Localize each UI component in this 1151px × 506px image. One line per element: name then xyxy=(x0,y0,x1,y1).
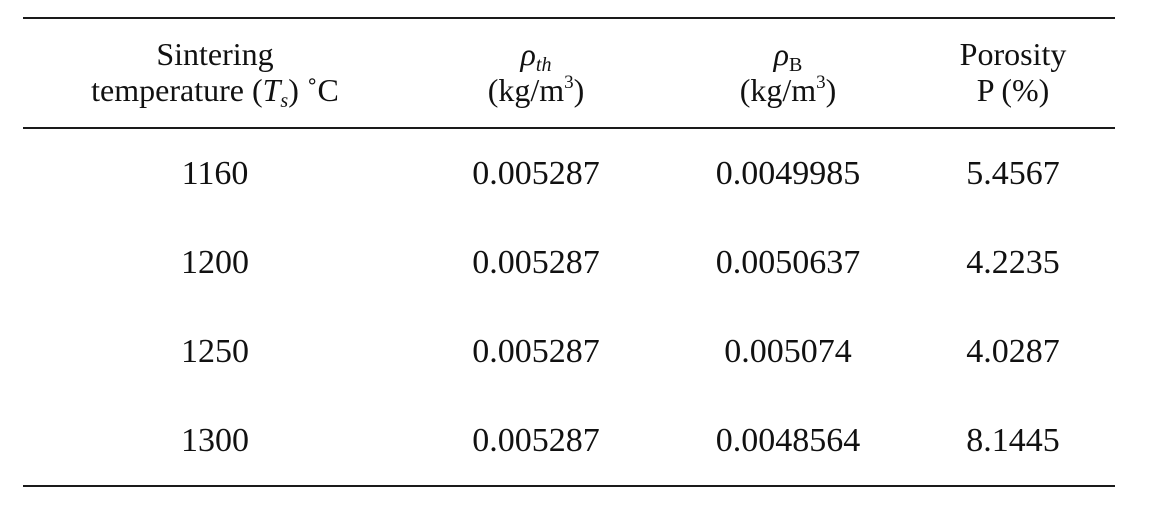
header-col3-unit-post: ) xyxy=(825,72,837,108)
header-col3-unit-sup: 3 xyxy=(816,72,826,93)
cell-rho-b: 0.0049985 xyxy=(715,154,861,192)
header-col4-line1: Porosity xyxy=(959,36,1067,73)
table-row: 1250 0.005287 0.005074 4.0287 xyxy=(23,307,1115,396)
cell-temperature: 1250 xyxy=(181,332,249,370)
cell-rho-th: 0.005287 xyxy=(472,332,600,370)
table-row: 1300 0.005287 0.0048564 8.1445 xyxy=(23,396,1115,485)
header-rho-b: ρB (kg/m3) xyxy=(665,36,911,109)
table-row: 1200 0.005287 0.0050637 4.2235 xyxy=(23,218,1115,307)
cell-rho-b: 0.005074 xyxy=(724,332,852,370)
data-table: Sintering temperature (Ts) ˚C ρth (kg/m3… xyxy=(23,17,1115,487)
cell-rho-th: 0.005287 xyxy=(472,154,600,192)
header-col2-symbol: ρ xyxy=(520,36,536,73)
header-porosity: Porosity P (%) xyxy=(911,36,1115,109)
header-col2-unit-post: ) xyxy=(573,72,585,108)
header-col3-unit-pre: (kg/m xyxy=(739,72,817,108)
header-col3-subscript: B xyxy=(789,54,803,77)
bottom-rule xyxy=(23,485,1115,487)
header-col1-line2-post: ) ˚C xyxy=(288,72,339,108)
header-col4-line2: P (%) xyxy=(976,72,1050,108)
cell-temperature: 1200 xyxy=(181,243,249,281)
header-col1-line1: Sintering xyxy=(156,36,274,73)
cell-rho-th: 0.005287 xyxy=(472,243,600,281)
header-col2-unit-pre: (kg/m xyxy=(487,72,565,108)
top-rule xyxy=(23,17,1115,19)
cell-porosity: 4.2235 xyxy=(966,243,1060,281)
cell-porosity: 8.1445 xyxy=(966,421,1060,459)
cell-temperature: 1160 xyxy=(181,154,249,192)
header-col1-subscript: s xyxy=(280,90,289,112)
cell-rho-th: 0.005287 xyxy=(472,421,600,459)
table-row: 1160 0.005287 0.0049985 5.4567 xyxy=(23,129,1115,218)
header-col1-symbol: T xyxy=(262,72,281,108)
cell-temperature: 1300 xyxy=(181,421,249,459)
cell-porosity: 4.0287 xyxy=(966,332,1060,370)
header-sintering-temperature: Sintering temperature (Ts) ˚C xyxy=(23,36,407,112)
header-rule xyxy=(23,127,1115,129)
header-rho-th: ρth (kg/m3) xyxy=(407,36,665,109)
header-col3-symbol: ρ xyxy=(773,36,789,73)
header-col2-subscript: th xyxy=(535,54,552,77)
header-col1-line2-pre: temperature ( xyxy=(91,72,263,108)
header-row: Sintering temperature (Ts) ˚C ρth (kg/m3… xyxy=(23,19,1115,127)
header-col2-unit-sup: 3 xyxy=(564,72,574,93)
cell-rho-b: 0.0048564 xyxy=(715,421,861,459)
cell-rho-b: 0.0050637 xyxy=(715,243,861,281)
table-body: 1160 0.005287 0.0049985 5.4567 1200 0.00… xyxy=(23,129,1115,485)
cell-porosity: 5.4567 xyxy=(966,154,1060,192)
